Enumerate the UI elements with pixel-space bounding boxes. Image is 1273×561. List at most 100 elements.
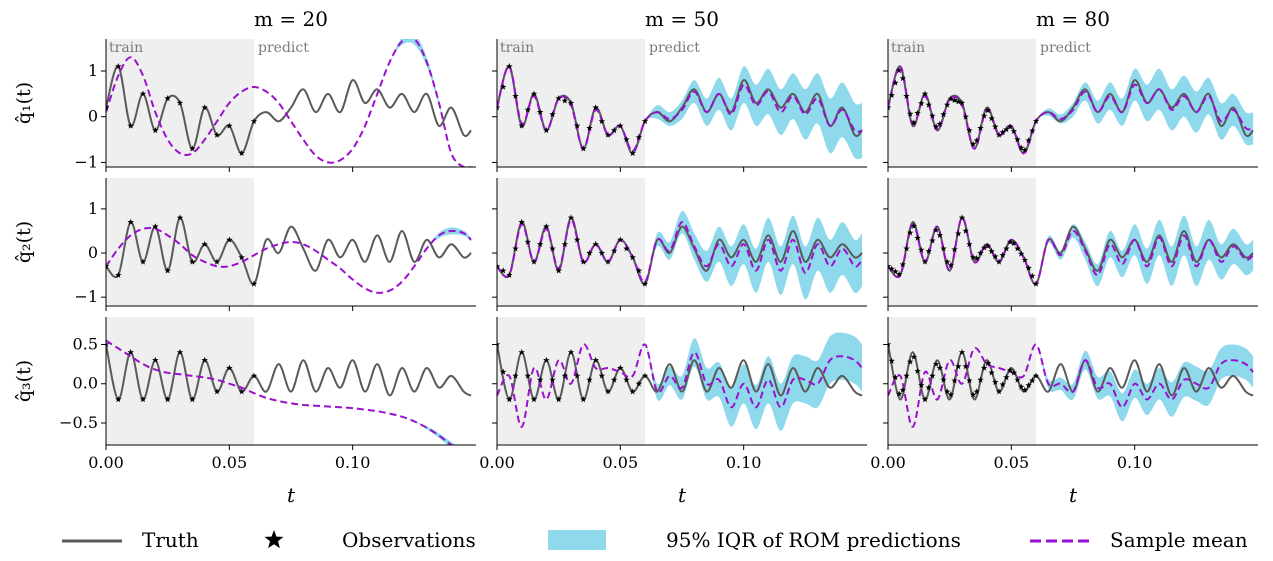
sample-mean-line bbox=[497, 65, 863, 152]
iqr-band bbox=[497, 211, 863, 300]
y-tick-label: 1 bbox=[88, 199, 98, 218]
observation-marker bbox=[497, 262, 501, 269]
observation-marker bbox=[888, 341, 892, 348]
observation-marker bbox=[973, 137, 980, 144]
observation-marker bbox=[1032, 117, 1040, 124]
y-tick-label: 0.5 bbox=[73, 334, 98, 353]
observation-marker bbox=[892, 79, 899, 86]
observation-marker bbox=[936, 120, 943, 127]
observation-marker bbox=[918, 246, 925, 253]
observation-marker bbox=[947, 391, 955, 398]
observation-marker bbox=[1025, 381, 1032, 389]
observation-marker bbox=[580, 258, 587, 265]
predict-label: predict bbox=[649, 40, 700, 56]
x-tick-label: 0.05 bbox=[603, 453, 639, 472]
observation-marker bbox=[1010, 127, 1017, 135]
y-tick-label: −1 bbox=[74, 287, 98, 306]
observation-marker bbox=[929, 237, 936, 244]
legend-item-solid-gray-line: Truth bbox=[62, 528, 199, 552]
observation-marker bbox=[888, 357, 895, 364]
x-tick-label: 0.10 bbox=[1117, 453, 1153, 472]
observation-marker bbox=[555, 396, 562, 403]
observation-marker bbox=[250, 117, 258, 124]
observation-marker bbox=[189, 396, 196, 403]
observation-marker bbox=[586, 249, 593, 256]
observation-marker bbox=[610, 247, 618, 254]
plot-area bbox=[106, 214, 472, 294]
observation-marker bbox=[250, 372, 258, 379]
observation-marker bbox=[969, 391, 977, 398]
observation-markers bbox=[106, 214, 258, 287]
observation-marker bbox=[910, 222, 918, 229]
observation-marker bbox=[586, 376, 593, 383]
plot-area bbox=[497, 211, 863, 300]
sample-mean-line bbox=[888, 343, 1254, 428]
observation-marker bbox=[176, 348, 184, 356]
plot-area bbox=[497, 332, 863, 431]
sample-mean-line bbox=[106, 226, 472, 294]
observation-marker bbox=[635, 380, 643, 387]
observation-marker bbox=[921, 258, 929, 265]
truth-line bbox=[888, 216, 1254, 285]
observation-marker bbox=[951, 96, 958, 103]
observation-marker bbox=[932, 360, 940, 367]
observation-marker bbox=[176, 99, 184, 106]
train-region bbox=[497, 317, 645, 445]
observation-marker bbox=[895, 270, 903, 277]
observation-marker bbox=[1029, 377, 1036, 384]
observation-marker bbox=[910, 353, 918, 360]
iqr-band bbox=[888, 344, 1254, 427]
plot-area bbox=[497, 63, 863, 160]
x-tick-label: 0.00 bbox=[88, 453, 124, 472]
y-tick-label: 1 bbox=[88, 61, 98, 80]
observation-marker bbox=[958, 214, 966, 221]
observation-marker bbox=[573, 372, 581, 379]
column-title-3: m = 80 bbox=[1036, 7, 1110, 31]
observation-marker bbox=[944, 388, 951, 395]
observation-marker bbox=[1014, 136, 1021, 143]
observation-marker bbox=[497, 341, 501, 348]
observation-marker bbox=[226, 236, 233, 243]
observation-marker bbox=[995, 131, 1003, 138]
iqr-band bbox=[497, 66, 863, 160]
sample-mean-line bbox=[497, 343, 863, 428]
observation-marker bbox=[1014, 376, 1021, 383]
observation-marker bbox=[992, 253, 999, 260]
observation-marker bbox=[641, 117, 649, 124]
observation-marker bbox=[955, 363, 962, 370]
observation-marker bbox=[499, 83, 507, 90]
observation-marker bbox=[984, 242, 992, 249]
observation-marker bbox=[598, 372, 606, 379]
panel-r3-c1: −0.5 0.0 0.5 0.00 0.05 0.10 bbox=[59, 317, 476, 472]
panel-r1-c3: train predict bbox=[883, 39, 1258, 172]
observation-marker bbox=[1025, 137, 1032, 144]
observation-marker bbox=[226, 364, 233, 371]
observation-marker bbox=[213, 388, 221, 395]
observation-marker bbox=[115, 271, 122, 278]
observation-marker bbox=[918, 100, 925, 107]
observation-marker bbox=[988, 247, 995, 254]
observation-marker bbox=[921, 90, 929, 97]
observation-marker bbox=[530, 396, 538, 403]
observation-marker bbox=[555, 95, 562, 102]
observation-marker bbox=[910, 119, 918, 126]
observation-marker bbox=[914, 234, 921, 241]
observation-marker bbox=[623, 376, 630, 383]
iqr-band bbox=[497, 332, 863, 431]
observation-marker bbox=[635, 267, 643, 274]
row-label-2: q̂₂(t) bbox=[13, 221, 35, 263]
observation-marker bbox=[152, 223, 159, 230]
y-tick-label: 0 bbox=[88, 243, 98, 262]
observation-marker bbox=[226, 122, 233, 129]
observation-marker bbox=[903, 372, 910, 379]
observation-marker bbox=[201, 240, 208, 247]
observation-marker bbox=[604, 388, 612, 395]
panel-r3-c2: 0.00 0.05 0.10 bbox=[479, 317, 867, 472]
observation-marker bbox=[995, 258, 1003, 265]
plot-area bbox=[888, 341, 1254, 428]
observation-marker bbox=[549, 376, 556, 383]
observation-marker bbox=[629, 388, 636, 395]
observation-marker bbox=[238, 388, 245, 395]
observation-marker bbox=[617, 122, 624, 129]
observation-marker bbox=[973, 254, 980, 262]
